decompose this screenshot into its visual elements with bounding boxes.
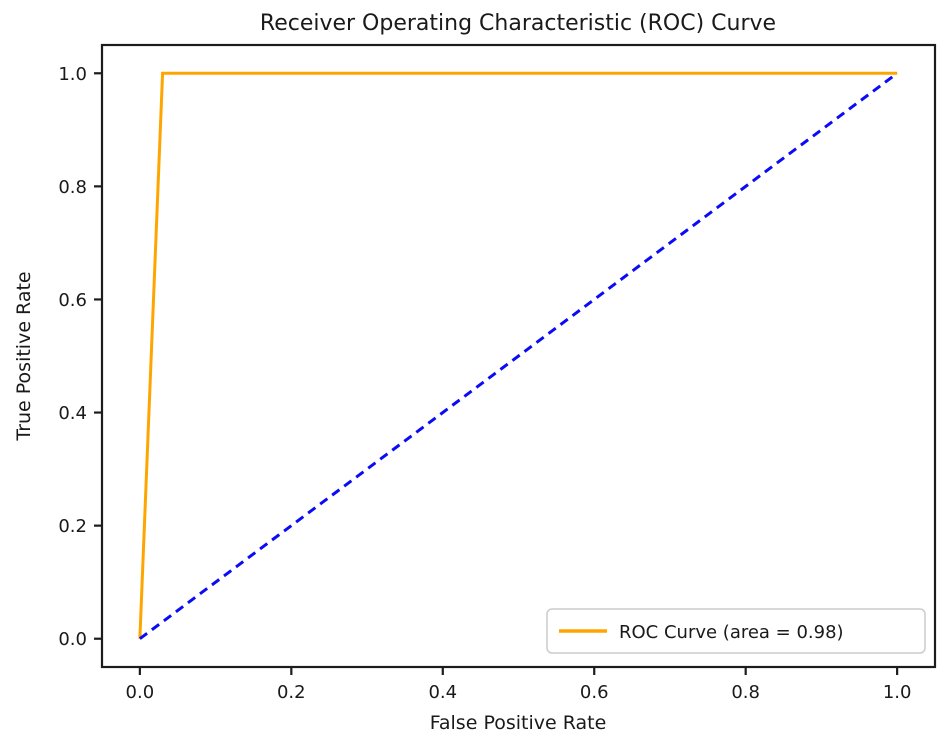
y-axis-label: True Positive Rate [13, 271, 35, 441]
x-tick-label: 0.0 [126, 682, 155, 703]
plot-series [138, 71, 899, 640]
x-tick-label: 0.4 [428, 682, 457, 703]
y-tick-label: 0.2 [58, 516, 87, 537]
axes-spines [100, 43, 937, 669]
x-tick-label: 0.6 [580, 682, 609, 703]
x-tick-label: 0.8 [731, 682, 760, 703]
y-tick-label: 0.6 [58, 290, 87, 311]
chart-title: Receiver Operating Characteristic (ROC) … [260, 11, 776, 36]
y-tick-label: 0.0 [58, 629, 87, 650]
y-tick-label: 0.8 [58, 177, 87, 198]
x-axis-label: False Positive Rate [430, 712, 607, 734]
roc-curve-line [138, 71, 898, 639]
y-tick-label: 0.4 [58, 403, 87, 424]
legend-box [546, 608, 926, 654]
x-tick-label: 1.0 [883, 682, 912, 703]
legend: ROC Curve (area = 0.98) [546, 608, 926, 654]
legend-label: ROC Curve (area = 0.98) [619, 622, 844, 643]
x-tick-label: 0.2 [277, 682, 306, 703]
chance-diagonal-line [138, 72, 899, 640]
y-tick-label: 1.0 [58, 64, 87, 85]
axis-ticks: 0.0 0.2 0.4 0.6 0.8 1.0 0.0 0.2 0.4 0.6 0.8 1.0 [58, 64, 911, 703]
